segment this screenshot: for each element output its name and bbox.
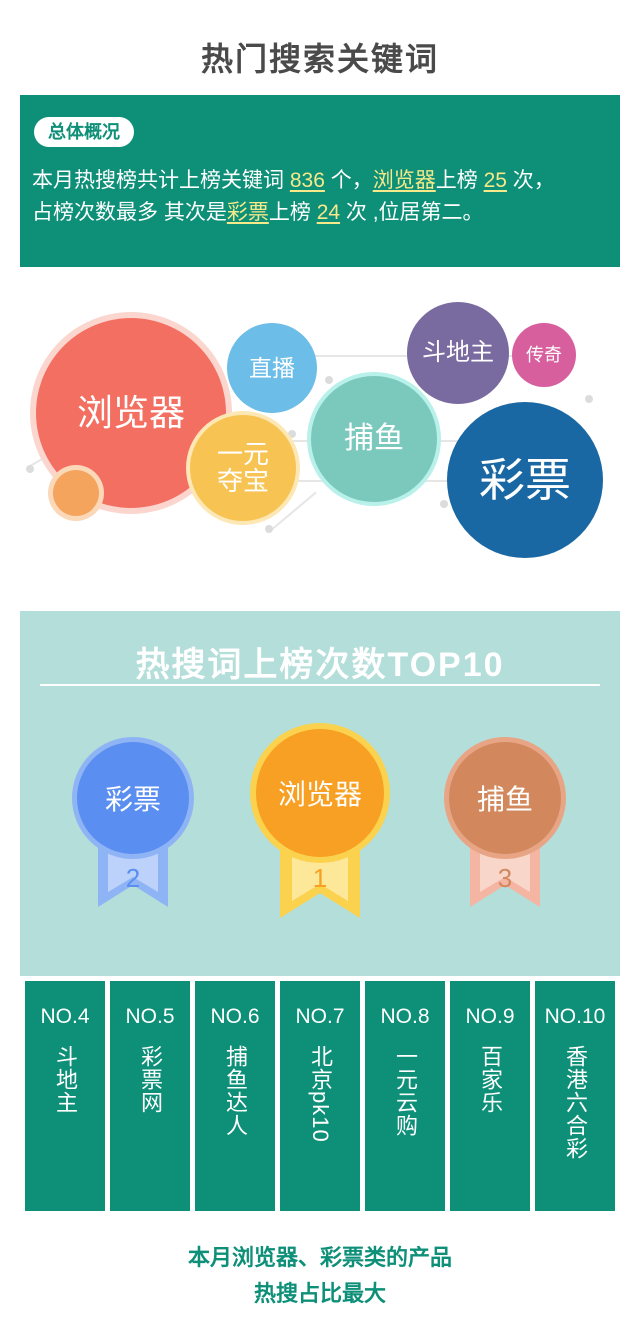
top-keyword-link[interactable]: 浏览器 [372,169,436,192]
rank-item[interactable]: NO.6 捕鱼达人 [195,981,275,1211]
medal-second[interactable]: 彩票 2 [72,737,194,917]
medal-first[interactable]: 浏览器 1 [250,723,390,923]
connector-dot [265,525,273,533]
medal-third[interactable]: 捕鱼 3 [444,737,566,917]
top10-title: 热搜词上榜次数TOP10 [135,646,505,684]
medal-label: 捕鱼 [449,742,561,854]
medal-label: 彩票 [77,742,189,854]
medal-label: 浏览器 [256,729,384,857]
rank-keyword: 北京pk10 [308,1045,333,1143]
rank-item[interactable]: NO.8 一元云购 [365,981,445,1211]
footer-line: 本月浏览器、彩票类的产品 [187,1245,452,1270]
summary-badge: 总体概况 [34,117,134,147]
second-keyword-times: 24 [316,201,341,224]
summary-text-segment: 占榜次数最多 其次是 [32,201,227,224]
medal-rank: 2 [125,863,141,893]
rank-list: NO.4 斗地主 NO.5 彩票网 NO.6 捕鱼达人 NO.7 北京pk10 … [25,981,615,1211]
summary-panel: 总体概况 本月热搜榜共计上榜关键词 836 个，浏览器上榜 25 次， 占榜次数… [20,95,620,267]
summary-text: 本月热搜榜共计上榜关键词 836 个，浏览器上榜 25 次， 占榜次数最多 其次… [32,165,617,229]
connector-dot [585,395,593,403]
summary-text-segment: 个， [324,169,373,192]
rank-item[interactable]: NO.10 香港六合彩 [535,981,615,1211]
rank-item[interactable]: NO.9 百家乐 [450,981,530,1211]
bubble-lottery[interactable]: 彩票 [447,402,603,558]
rank-keyword: 一元云购 [393,1045,418,1137]
summary-text-segment: 本月热搜榜共计上榜关键词 [32,169,290,192]
connector-dot [325,376,333,384]
bubble-legend[interactable]: 传奇 [512,323,576,387]
medal-rank: 1 [312,863,328,893]
summary-text-segment: 次 ,位居第二。 [340,201,484,224]
bubble-decoration [53,470,99,516]
rank-number: NO.7 [295,1005,345,1028]
bubble-live[interactable]: 直播 [227,323,317,413]
bubble-one-yuan-treasure[interactable]: 一元 夺宝 [190,415,296,521]
rank-item[interactable]: NO.7 北京pk10 [280,981,360,1211]
rank-number: NO.5 [125,1005,175,1028]
rank-number: NO.10 [544,1005,606,1028]
top10-panel: 热搜词上榜次数TOP10 彩票 2 浏览器 1 捕鱼 3 [20,611,620,976]
top-keyword-times: 25 [483,169,507,192]
keyword-bubble-cloud: 浏览器 直播 一元 夺宝 捕鱼 斗地主 传奇 彩票 [0,290,640,580]
second-keyword-link[interactable]: 彩票 [226,201,269,224]
rank-keyword: 彩票网 [138,1045,163,1114]
rank-keyword: 捕鱼达人 [223,1045,248,1137]
rank-number: NO.8 [380,1005,430,1028]
rank-item[interactable]: NO.4 斗地主 [25,981,105,1211]
page-title: 热门搜索关键词 [200,41,439,77]
rank-keyword: 香港六合彩 [563,1045,588,1160]
summary-text-segment: 次， [506,169,555,192]
summary-text-segment: 上榜 [435,169,484,192]
connector-dot [288,430,296,438]
connector-dot [440,500,448,508]
rank-number: NO.6 [210,1005,260,1028]
rank-number: NO.4 [40,1005,90,1028]
footer-line: 热搜占比最大 [253,1281,386,1306]
bubble-label-line: 夺宝 [216,466,269,496]
bubble-landlord[interactable]: 斗地主 [407,302,509,404]
rank-keyword: 百家乐 [478,1045,503,1114]
footer-conclusion: 本月浏览器、彩票类的产品 热搜占比最大 [0,1240,640,1312]
total-keyword-count: 836 [289,169,325,192]
divider [40,684,600,686]
summary-text-segment: 上榜 [268,201,317,224]
medal-rank: 3 [497,863,513,893]
bubble-fishing[interactable]: 捕鱼 [311,376,437,502]
rank-keyword: 斗地主 [53,1045,78,1114]
rank-number: NO.9 [465,1005,515,1028]
bubble-label-line: 一元 [216,438,269,469]
connector-line [250,355,550,357]
rank-item[interactable]: NO.5 彩票网 [110,981,190,1211]
connector-dot [26,465,34,473]
